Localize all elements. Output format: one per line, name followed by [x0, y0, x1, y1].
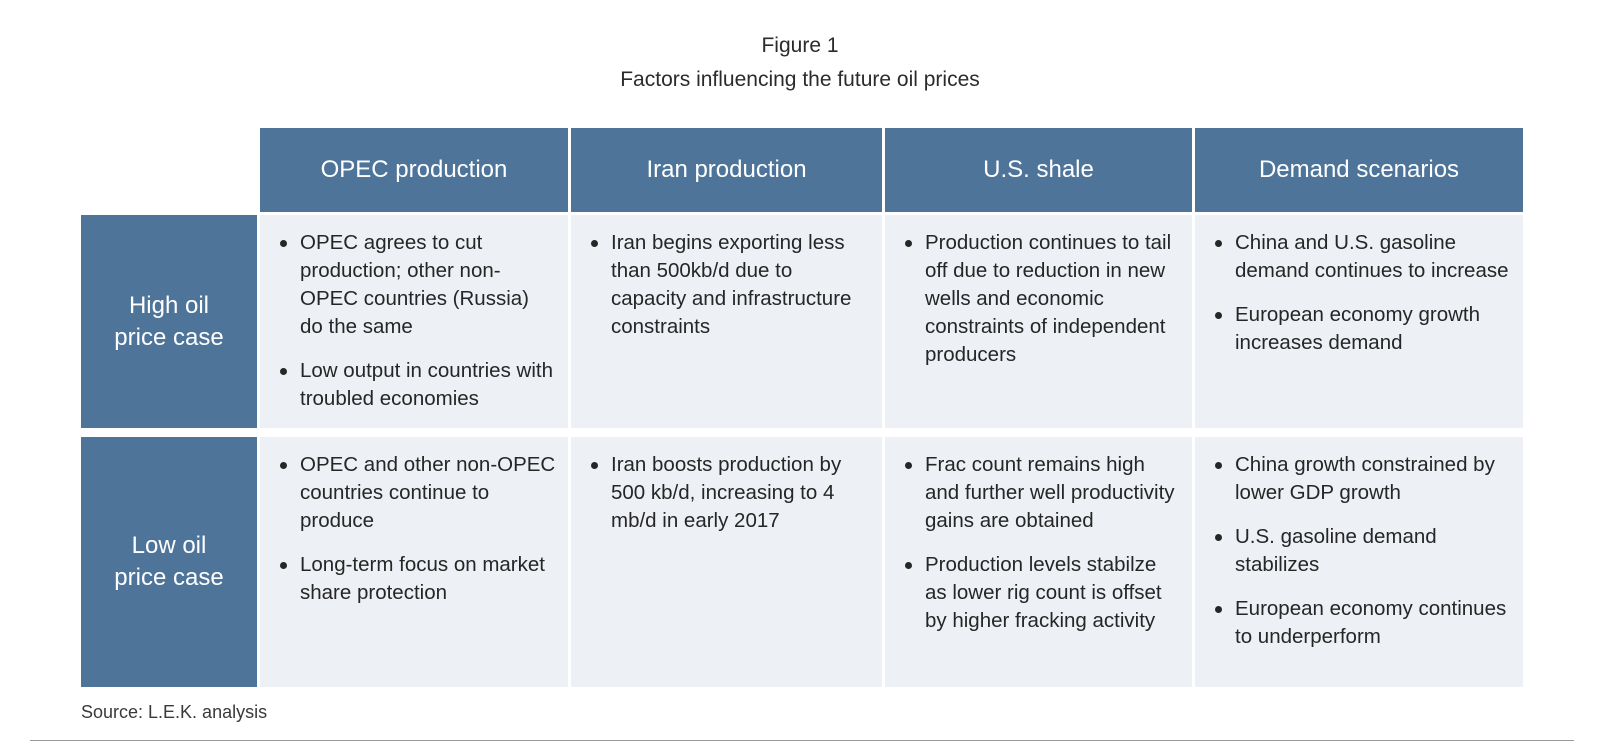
cell-low-demand: China growth constrained by lower GDP gr…	[1195, 437, 1523, 687]
source-note: Source: L.E.K. analysis	[81, 702, 268, 722]
bullet-item: Iran boosts production by 500 kb/d, incr…	[589, 451, 870, 535]
bullet-item: Production levels stabilze as lower rig …	[903, 551, 1180, 635]
cell-high-demand: China and U.S. gasoline demand continues…	[1195, 215, 1523, 428]
figure-number: Figure 1	[761, 34, 839, 57]
figure-title: Factors influencing the future oil price…	[620, 68, 980, 91]
column-header-us-shale: U.S. shale	[885, 128, 1192, 212]
column-header-iran: Iran production	[571, 128, 882, 212]
bullet-item: China and U.S. gasoline demand continues…	[1213, 229, 1511, 285]
row-header-low: Low oil price case	[81, 437, 257, 687]
row-header-high: High oil price case	[81, 215, 257, 428]
bullet-item: U.S. gasoline demand stabilizes	[1213, 523, 1511, 579]
bullet-item: Long-term focus on market share protecti…	[278, 551, 556, 607]
bullet-list: China and U.S. gasoline demand continues…	[1213, 229, 1511, 357]
bullet-item: Production continues to tail off due to …	[903, 229, 1180, 369]
bullet-item: OPEC and other non-OPEC countries contin…	[278, 451, 556, 535]
bullet-item: European economy continues to underperfo…	[1213, 595, 1511, 651]
bullet-item: Low output in countries with troubled ec…	[278, 357, 556, 413]
bullet-list: Iran boosts production by 500 kb/d, incr…	[589, 451, 870, 535]
bottom-divider	[30, 740, 1574, 741]
cell-low-us-shale: Frac count remains high and further well…	[885, 437, 1192, 687]
bullet-list: OPEC and other non-OPEC countries contin…	[278, 451, 556, 607]
bullet-item: Frac count remains high and further well…	[903, 451, 1180, 535]
row-header-low-label: Low oil price case	[114, 532, 224, 591]
bullet-list: Production continues to tail off due to …	[903, 229, 1180, 369]
bullet-item: European economy growth increases demand	[1213, 301, 1511, 357]
cell-high-us-shale: Production continues to tail off due to …	[885, 215, 1192, 428]
bullet-item: China growth constrained by lower GDP gr…	[1213, 451, 1511, 507]
cell-low-iran: Iran boosts production by 500 kb/d, incr…	[571, 437, 882, 687]
cell-high-opec: OPEC agrees to cut production; other non…	[260, 215, 568, 428]
bullet-item: OPEC agrees to cut production; other non…	[278, 229, 556, 341]
bullet-item: Iran begins exporting less than 500kb/d …	[589, 229, 870, 341]
cell-high-iran: Iran begins exporting less than 500kb/d …	[571, 215, 882, 428]
bullet-list: China growth constrained by lower GDP gr…	[1213, 451, 1511, 651]
bullet-list: OPEC agrees to cut production; other non…	[278, 229, 556, 413]
column-header-opec: OPEC production	[260, 128, 568, 212]
bullet-list: Frac count remains high and further well…	[903, 451, 1180, 635]
column-header-demand: Demand scenarios	[1195, 128, 1523, 212]
bullet-list: Iran begins exporting less than 500kb/d …	[589, 229, 870, 341]
row-header-high-label: High oil price case	[114, 291, 224, 351]
cell-low-opec: OPEC and other non-OPEC countries contin…	[260, 437, 568, 687]
